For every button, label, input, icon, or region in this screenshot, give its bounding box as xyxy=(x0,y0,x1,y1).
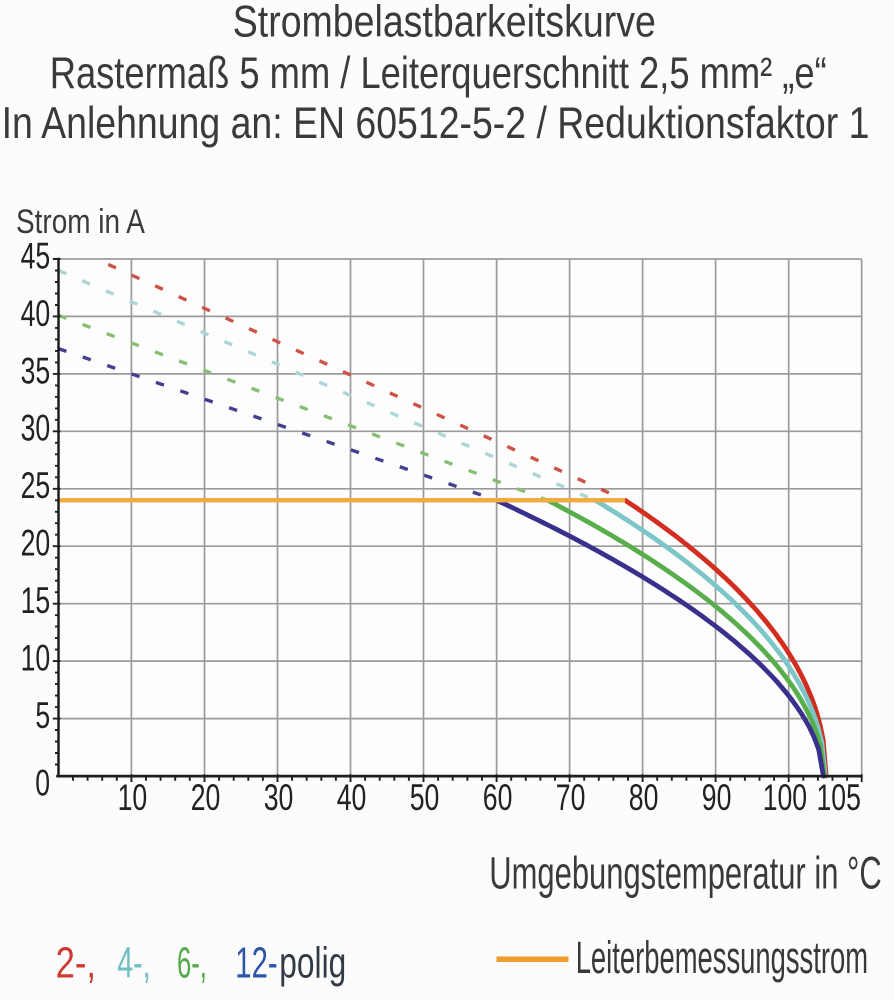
svg-text:40: 40 xyxy=(337,777,367,818)
svg-text:30: 30 xyxy=(21,407,51,448)
svg-text:50: 50 xyxy=(410,777,440,818)
svg-text:90: 90 xyxy=(702,777,732,818)
svg-text:20: 20 xyxy=(21,522,51,563)
svg-text:20: 20 xyxy=(191,777,221,818)
svg-text:45: 45 xyxy=(21,235,51,276)
svg-text:25: 25 xyxy=(21,465,51,506)
svg-text:30: 30 xyxy=(264,777,294,818)
svg-text:80: 80 xyxy=(629,777,659,818)
svg-text:Rastermaß 5 mm / Leiterquersch: Rastermaß 5 mm / Leiterquerschnitt 2,5 m… xyxy=(50,47,827,97)
svg-text:35: 35 xyxy=(21,350,51,391)
svg-text:60: 60 xyxy=(483,777,513,818)
svg-text:4-,: 4-, xyxy=(117,937,150,987)
svg-text:105: 105 xyxy=(816,777,860,818)
svg-text:5: 5 xyxy=(35,695,50,736)
svg-text:15: 15 xyxy=(21,580,51,621)
svg-text:Umgebungstemperatur in °C: Umgebungstemperatur in °C xyxy=(489,848,881,898)
svg-text:12-: 12- xyxy=(235,937,277,986)
svg-text:6-,: 6-, xyxy=(177,937,207,987)
svg-text:40: 40 xyxy=(21,293,51,334)
svg-text:100: 100 xyxy=(763,777,807,818)
svg-text:polig: polig xyxy=(279,938,346,987)
svg-text:Strom in A: Strom in A xyxy=(16,202,145,241)
svg-text:0: 0 xyxy=(35,762,50,803)
svg-text:Strombelastbarkeitskurve: Strombelastbarkeitskurve xyxy=(233,0,656,46)
svg-text:10: 10 xyxy=(118,777,148,818)
svg-text:2-,: 2-, xyxy=(56,938,96,987)
svg-text:Leiterbemessungsstrom: Leiterbemessungsstrom xyxy=(576,932,868,983)
svg-text:10: 10 xyxy=(21,637,51,678)
svg-text:In Anlehnung an: EN 60512-5-2: In Anlehnung an: EN 60512-5-2 / Reduktio… xyxy=(2,98,870,148)
svg-text:70: 70 xyxy=(556,777,586,818)
